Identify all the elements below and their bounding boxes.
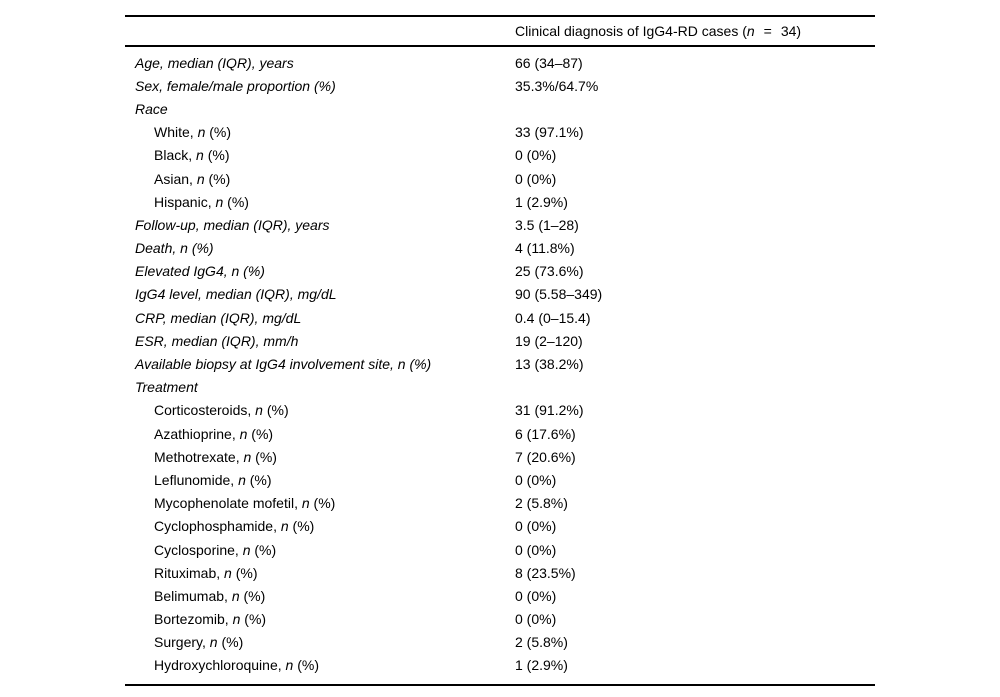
header-title-text: Clinical diagnosis of IgG4-RD cases ( [515,23,747,39]
table-row: Death, n (%) 4 (11.8%) [125,237,875,260]
table-row: Rituximab, n (%) 8 (23.5%) [125,561,875,584]
row-label: Rituximab, n (%) [154,564,258,581]
table-row: Surgery, n (%) 2 (5.8%) [125,631,875,654]
row-value: 2 (5.8%) [515,495,568,512]
row-label: Sex, female/male proportion (%) [135,77,336,94]
row-value: 2 (5.8%) [515,634,568,651]
row-label: Elevated IgG4, n (%) [135,263,265,280]
row-label: Belimumab, n (%) [154,587,266,604]
table-row: Cyclophosphamide, n (%) 0 (0%) [125,515,875,538]
table-row: Available biopsy at IgG4 involvement sit… [125,352,875,375]
row-label: Mycophenolate mofetil, n (%) [154,495,336,512]
row-value: 7 (20.6%) [515,448,576,465]
row-value: 25 (73.6%) [515,263,584,280]
row-value: 0 (0%) [515,611,557,628]
row-value: 33 (97.1%) [515,124,584,141]
table-row: Mycophenolate mofetil, n (%) 2 (5.8%) [125,492,875,515]
row-label: IgG4 level, median (IQR), mg/dL [135,286,337,303]
row-label: CRP, median (IQR), mg/dL [135,309,302,326]
table-header-row: Clinical diagnosis of IgG4-RD cases (n = 3… [125,17,875,47]
row-label: Treatment [135,379,198,396]
table-row: Hydroxychloroquine, n (%) 1 (2.9%) [125,654,875,677]
row-value: 3.5 (1–28) [515,216,579,233]
table-row: Cyclosporine, n (%) 0 (0%) [125,538,875,561]
table-row: Asian, n (%) 0 (0%) [125,167,875,190]
table-row: Azathioprine, n (%) 6 (17.6%) [125,422,875,445]
row-label: Leflunomide, n (%) [154,471,272,488]
row-label: Follow-up, median (IQR), years [135,216,330,233]
row-label: Azathioprine, n (%) [154,425,274,442]
row-value: 0 (0%) [515,518,557,535]
header-sample-count: 34) [780,23,802,39]
row-label: White, n (%) [154,124,232,141]
row-label: Hydroxychloroquine, n (%) [154,657,319,674]
row-value: 6 (17.6%) [515,425,576,442]
row-label: Black, n (%) [154,147,230,164]
row-value: 0 (0%) [515,147,557,164]
row-value: 0 (0%) [515,587,557,604]
table-row: IgG4 level, median (IQR), mg/dL 90 (5.58–… [125,283,875,306]
table-row: Race [125,97,875,120]
row-label: Age, median (IQR), years [135,54,294,71]
row-value: 90 (5.58–349) [515,286,603,303]
table-row: White, n (%) 33 (97.1%) [125,121,875,144]
table-row: Sex, female/male proportion (%) 35.3%/64.… [125,74,875,97]
table-row: Treatment [125,376,875,399]
row-label: Corticosteroids, n (%) [154,402,289,419]
table-row: Methotrexate, n (%) 7 (20.6%) [125,445,875,468]
table-row: Age, median (IQR), years 66 (34–87) [125,51,875,74]
header-n-symbol: n [746,23,755,39]
row-label: Bortezomib, n (%) [154,611,267,628]
table-row: CRP, median (IQR), mg/dL 0.4 (0–15.4) [125,306,875,329]
row-label: Race [135,100,168,117]
row-value: 8 (23.5%) [515,564,576,581]
row-label: Asian, n (%) [154,170,231,187]
table-row: Leflunomide, n (%) 0 (0%) [125,468,875,491]
row-label: Cyclosporine, n (%) [154,541,277,558]
row-label: Available biopsy at IgG4 involvement sit… [135,356,432,373]
row-label: Hispanic, n (%) [154,193,249,210]
row-value: 13 (38.2%) [515,356,584,373]
table-row: Follow-up, median (IQR), years 3.5 (1–28) [125,213,875,236]
row-label: Death, n (%) [135,240,214,257]
row-value: 35.3%/64.7% [515,77,599,94]
table-row: Bortezomib, n (%) 0 (0%) [125,608,875,631]
row-value: 1 (2.9%) [515,193,568,210]
row-value: 0 (0%) [515,541,557,558]
table-body: Age, median (IQR), years 66 (34–87) Sex, f… [125,47,875,684]
header-equals-sign: = [763,23,772,39]
table-row: Elevated IgG4, n (%) 25 (73.6%) [125,260,875,283]
clinical-characteristics-table: Clinical diagnosis of IgG4-RD cases (n = 3… [125,15,875,687]
table-row: Black, n (%) 0 (0%) [125,144,875,167]
row-value: 66 (34–87) [515,54,583,71]
row-value: 1 (2.9%) [515,657,568,674]
table-row: Hispanic, n (%) 1 (2.9%) [125,190,875,213]
header-value-cell: Clinical diagnosis of IgG4-RD cases (n = 3… [515,24,875,38]
table-row: ESR, median (IQR), mm/h 19 (2–120) [125,329,875,352]
row-label: Cyclophosphamide, n (%) [154,518,315,535]
row-label: Methotrexate, n (%) [154,448,277,465]
row-value: 19 (2–120) [515,332,583,349]
table-row: Corticosteroids, n (%) 31 (91.2%) [125,399,875,422]
row-value: 0 (0%) [515,170,557,187]
row-value: 4 (11.8%) [515,240,575,257]
row-label: ESR, median (IQR), mm/h [135,332,299,349]
row-value: 0 (0%) [515,471,557,488]
row-value: 31 (91.2%) [515,402,584,419]
row-label: Surgery, n (%) [154,634,244,651]
table-row: Belimumab, n (%) 0 (0%) [125,584,875,607]
row-value: 0.4 (0–15.4) [515,309,591,326]
